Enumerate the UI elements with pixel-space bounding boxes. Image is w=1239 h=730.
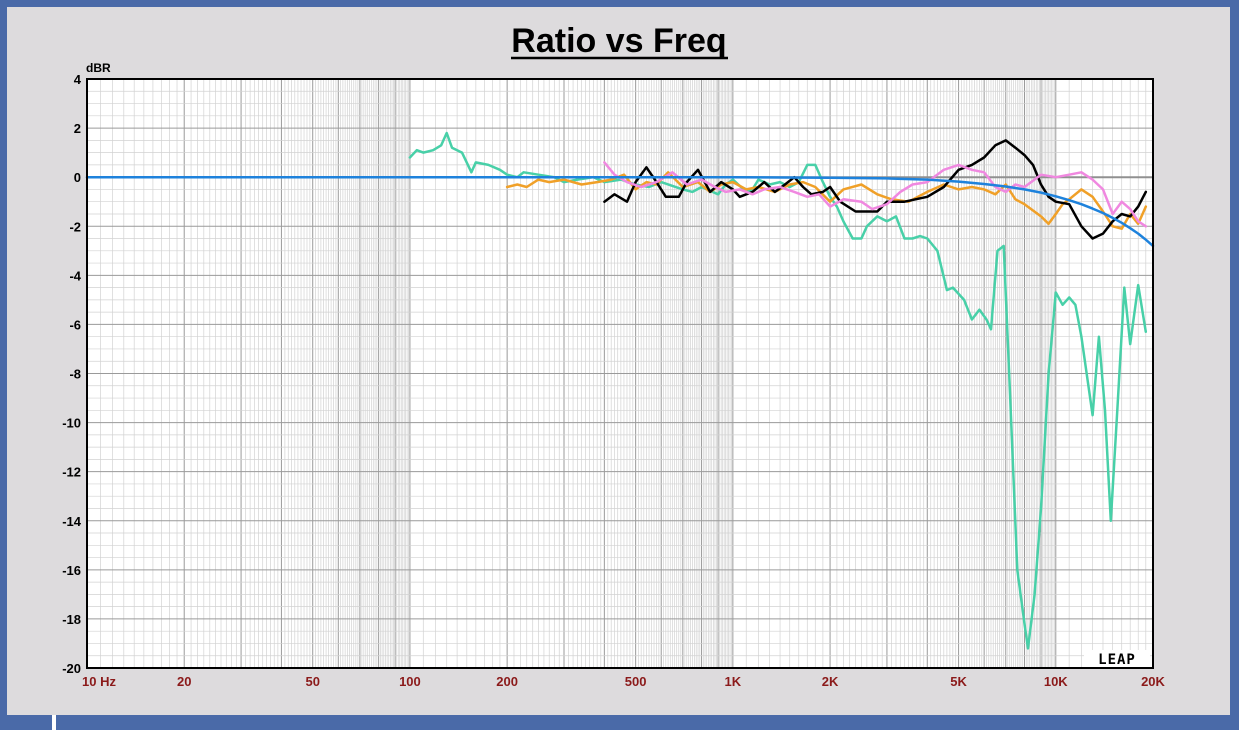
- x-tick-label: 2K: [822, 674, 839, 689]
- series-line-4: [603, 161, 1148, 228]
- series-group: [85, 131, 1155, 650]
- leap-logo: LEAP: [1084, 650, 1150, 668]
- y-tick-label: -20: [62, 661, 81, 676]
- x-tick-label: 10 Hz: [82, 674, 116, 689]
- series-line-3: [603, 139, 1148, 240]
- y-tick-label: -2: [69, 219, 81, 234]
- y-tick-label: -10: [62, 416, 81, 431]
- x-tick-label: 500: [625, 674, 647, 689]
- x-tick-label: 100: [399, 674, 421, 689]
- x-tick-labels: 10 Hz 20 50 100 200 500 1K 2K 5K 10K 20K: [82, 674, 1166, 689]
- x-tick-label: 10K: [1044, 674, 1068, 689]
- x-tick-label: 200: [496, 674, 518, 689]
- y-unit-label: dBR: [86, 61, 111, 75]
- y-tick-label: 0: [74, 170, 81, 185]
- series-line-5: [85, 175, 1155, 248]
- series-line-1: [408, 131, 1148, 650]
- y-tick-labels: 4 2 0 -2 -4 -6 -8 -10 -12 -14 -16 -18 -20: [62, 72, 82, 676]
- x-tick-label: 50: [305, 674, 319, 689]
- y-tick-label: -14: [62, 514, 82, 529]
- y-tick-label: 4: [74, 72, 82, 87]
- x-tick-label: 1K: [725, 674, 742, 689]
- bottom-strip-marker: [52, 715, 56, 730]
- y-tick-label: -18: [62, 612, 81, 627]
- y-tick-label: -4: [69, 268, 81, 283]
- y-tick-label: 2: [74, 121, 81, 136]
- y-tick-label: -6: [69, 317, 81, 332]
- y-tick-label: -8: [69, 367, 81, 382]
- x-tick-label: 20K: [1141, 674, 1165, 689]
- y-tick-label: -16: [62, 563, 81, 578]
- plot-border: [86, 78, 1154, 669]
- bottom-strip: [0, 715, 1239, 730]
- chart-title: Ratio vs Freq: [511, 22, 726, 60]
- x-tick-label: 5K: [950, 674, 967, 689]
- logo-text: LEAP: [1098, 652, 1136, 668]
- x-tick-label: 20: [177, 674, 191, 689]
- y-tick-label: -12: [62, 465, 81, 480]
